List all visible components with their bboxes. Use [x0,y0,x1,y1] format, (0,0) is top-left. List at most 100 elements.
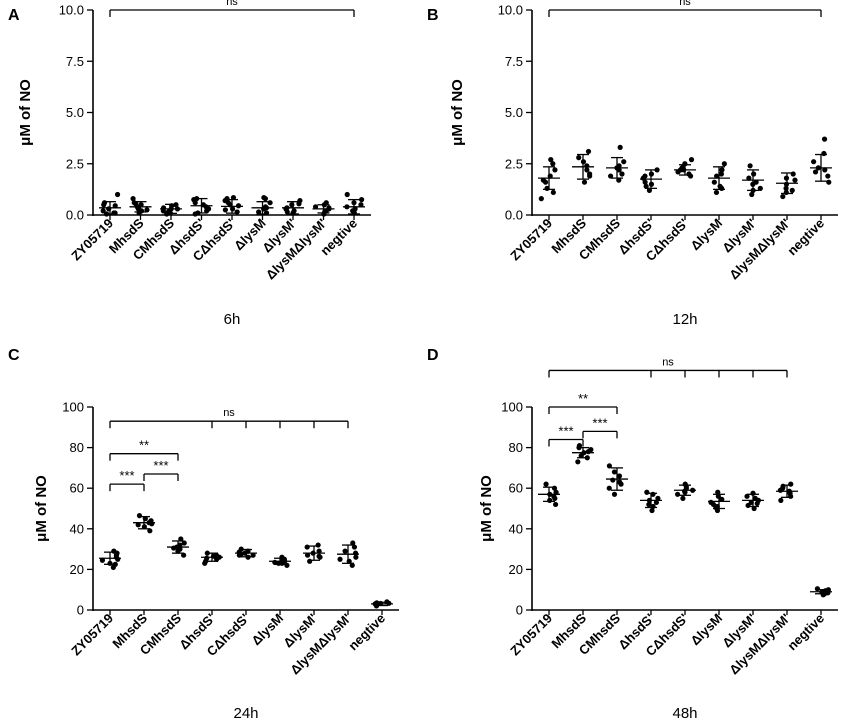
x-tick-label: ZY05719 [507,611,555,659]
data-point [754,500,760,507]
data-point [359,197,365,203]
y-axis-label: μM of NO [478,475,495,542]
data-point [553,489,559,495]
y-tick-label: 100 [62,400,84,415]
data-point [316,553,322,559]
data-point [550,161,556,167]
data-point [550,189,556,196]
y-tick-label: 7.5 [505,54,523,69]
data-point [337,556,343,562]
group-2 [606,144,628,183]
data-point [585,449,591,455]
y-tick-label: 5.0 [505,105,523,120]
significance-label: *** [592,415,607,430]
data-point [100,208,106,214]
significance-label: ns [662,356,674,368]
group-4 [235,546,257,560]
data-point [342,548,348,554]
data-point [112,210,118,216]
y-tick-label: 60 [509,481,523,496]
data-point [744,493,750,499]
group-8 [371,599,393,609]
data-point [304,552,311,558]
group-6 [282,198,304,216]
data-point [643,183,649,189]
significance-label: *** [153,458,168,473]
group-1 [129,196,152,216]
group-0 [99,548,121,570]
data-point [646,187,653,193]
data-point [610,477,616,483]
significance-bracket: *** [548,423,584,447]
data-point [99,557,106,563]
data-point [811,159,817,165]
data-point [708,499,714,506]
panel-letter: D [427,347,439,364]
data-point [790,171,796,177]
data-point [653,499,660,506]
data-point [780,193,786,200]
data-point [552,167,558,173]
data-point [617,144,623,150]
data-point [718,171,725,177]
data-point [585,148,592,155]
data-point [552,495,558,501]
y-tick-label: 0.0 [66,208,84,223]
data-point [136,513,143,519]
data-point [777,487,784,493]
data-point [181,552,187,558]
data-point [304,544,310,550]
panel-letter: C [8,347,20,364]
data-point [616,177,622,183]
group-6 [742,490,764,512]
group-1 [133,513,155,534]
y-axis-label: μM of NO [449,79,466,146]
data-point [607,173,614,179]
data-point [144,207,150,213]
data-point [825,587,831,593]
group-4 [674,481,696,501]
group-2 [160,202,182,217]
significance-bracket: ns [548,0,822,17]
significance-bracket: ** [548,391,618,414]
data-point [114,191,121,198]
group-1 [572,442,594,465]
panel-a: A0.02.55.07.510.0μM of NO6hZY05719MhsdSC… [8,0,371,328]
data-point [606,485,612,491]
y-tick-label: 2.5 [66,156,84,171]
data-point [352,550,359,556]
significance-label: *** [558,423,573,438]
data-point [230,194,237,201]
y-tick-label: 0.0 [505,208,523,223]
y-tick-label: 0 [516,603,523,618]
data-point [680,495,686,501]
y-tick-label: 100 [501,400,523,415]
data-point [611,491,618,497]
data-point [617,479,623,485]
data-point [115,556,121,562]
significance-label: ns [226,0,238,8]
data-point [171,545,177,551]
group-5 [708,489,730,514]
data-point [204,555,210,561]
y-tick-label: 10.0 [59,3,84,18]
panel-b: B0.02.55.07.510.0μM of NO12hZY05719MhsdS… [427,0,838,328]
significance-bracket: *** [582,415,618,439]
y-tick-label: 80 [509,440,523,455]
data-point [587,171,593,177]
data-point [642,173,648,179]
data-point [538,196,544,202]
data-point [747,163,753,169]
group-7 [337,540,359,568]
data-point [307,558,313,564]
significance-bracket: ** [109,438,179,461]
group-7 [776,171,798,200]
x-axis-label: 48h [672,705,697,722]
data-point [267,200,273,206]
data-point [548,157,554,163]
data-point [358,202,364,208]
data-point [686,171,692,177]
significance-label: ns [679,0,691,8]
